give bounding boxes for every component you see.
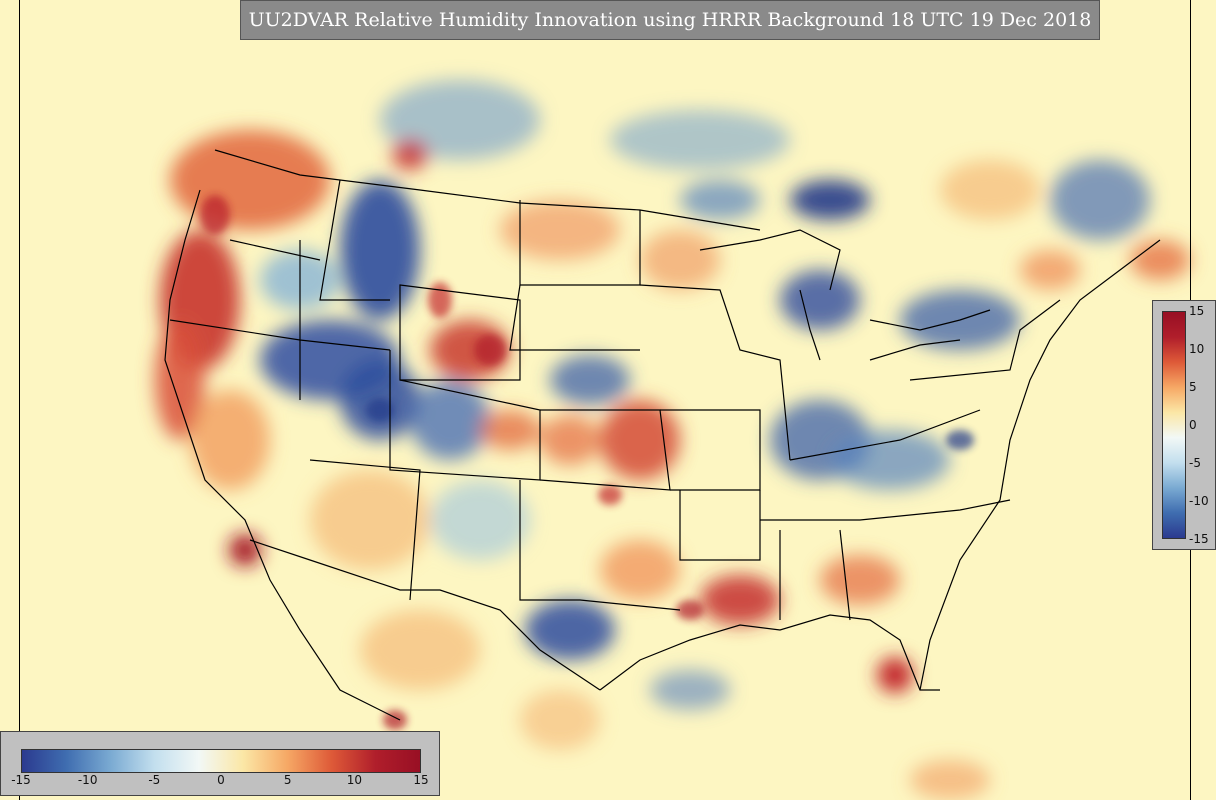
horizontal-colorbar-ticks: -15 -10 -5 0 5 10 15 xyxy=(11,773,428,795)
horizontal-colorbar xyxy=(21,749,421,773)
colorbar-tick-label: 5 xyxy=(283,773,292,787)
colorbar-tick-label: 10 xyxy=(346,773,362,787)
colorbar-tick-label: -10 xyxy=(77,773,98,787)
colorbar-tick-label: 0 xyxy=(1189,418,1197,432)
map-title-text: UU2DVAR Relative Humidity Innovation usi… xyxy=(248,9,1092,31)
vertical-colorbar-ticks: 15 10 5 0 -5 -10 -15 xyxy=(1189,304,1215,546)
colorbar-tick-label: -15 xyxy=(1189,532,1209,546)
vertical-colorbar-panel: 15 10 5 0 -5 -10 -15 xyxy=(1152,300,1216,550)
colorbar-tick-label: 10 xyxy=(1189,341,1205,356)
colorbar-tick-label: -5 xyxy=(148,773,161,787)
colorbar-tick-label: 15 xyxy=(413,773,429,787)
colorbar-tick-label: -5 xyxy=(1189,455,1201,470)
map-title: UU2DVAR Relative Humidity Innovation usi… xyxy=(240,0,1100,40)
innovation-detail xyxy=(200,195,974,730)
colorbar-tick-label: 5 xyxy=(1189,379,1197,394)
horizontal-colorbar-panel: -15 -10 -5 0 5 10 15 xyxy=(0,731,440,796)
colorbar-tick-label: 15 xyxy=(1189,304,1205,318)
colorbar-tick-label: -15 xyxy=(11,773,31,787)
innovation-field xyxy=(155,80,1190,800)
colorbar-tick-label: -10 xyxy=(1189,494,1209,508)
vertical-colorbar xyxy=(1162,311,1186,539)
colorbar-tick-label: 0 xyxy=(217,773,225,787)
map-borders xyxy=(164,149,1161,721)
